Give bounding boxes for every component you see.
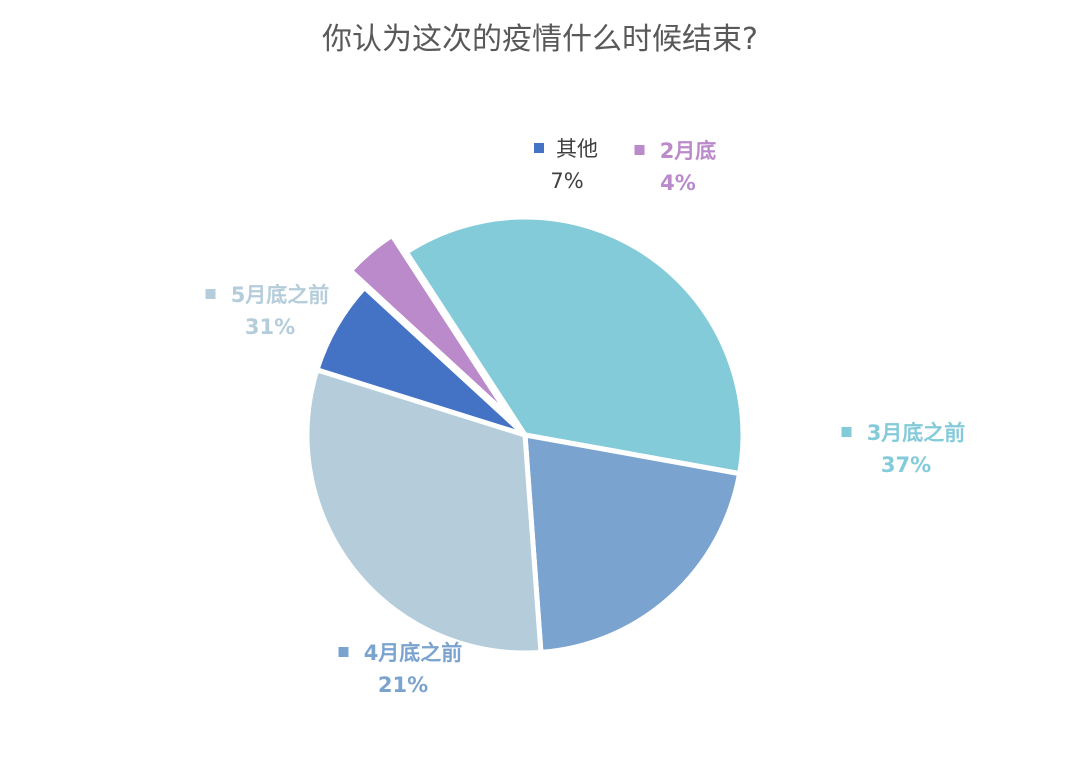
slice-label-name: 4月底之前: [364, 641, 463, 665]
pie-slice: [304, 367, 544, 656]
slice-label-name: 5月底之前: [231, 283, 330, 307]
legend-marker: [634, 145, 645, 155]
slice-label-value: 7%: [550, 169, 583, 193]
slice-label: 3月底之前 37%: [841, 421, 966, 477]
legend-marker: [841, 427, 852, 437]
slice-label: 5月底之前 31%: [205, 283, 330, 339]
legend-marker: [338, 647, 349, 657]
pie-slice: [403, 214, 746, 477]
slice-label-name: 2月底: [660, 139, 717, 163]
slice-label-value: 4%: [660, 171, 696, 195]
slice-label: 其他 7%: [534, 137, 598, 193]
legend-marker: [534, 143, 544, 153]
chart-title: 你认为这次的疫情什么时候结束?: [322, 22, 758, 57]
slice-label-name: 3月底之前: [867, 421, 966, 445]
slice-label-value: 21%: [378, 673, 428, 697]
pie-slice: [347, 232, 514, 421]
slice-label-value: 31%: [245, 315, 295, 339]
pie-slice: [522, 432, 743, 655]
slice-label-name: 其他: [556, 137, 598, 161]
pie-slice: [314, 284, 528, 438]
slice-label: 4月底之前 21%: [338, 641, 463, 697]
pie-slices: [304, 214, 746, 656]
legend-marker: [205, 289, 216, 299]
slice-label-value: 37%: [881, 453, 931, 477]
